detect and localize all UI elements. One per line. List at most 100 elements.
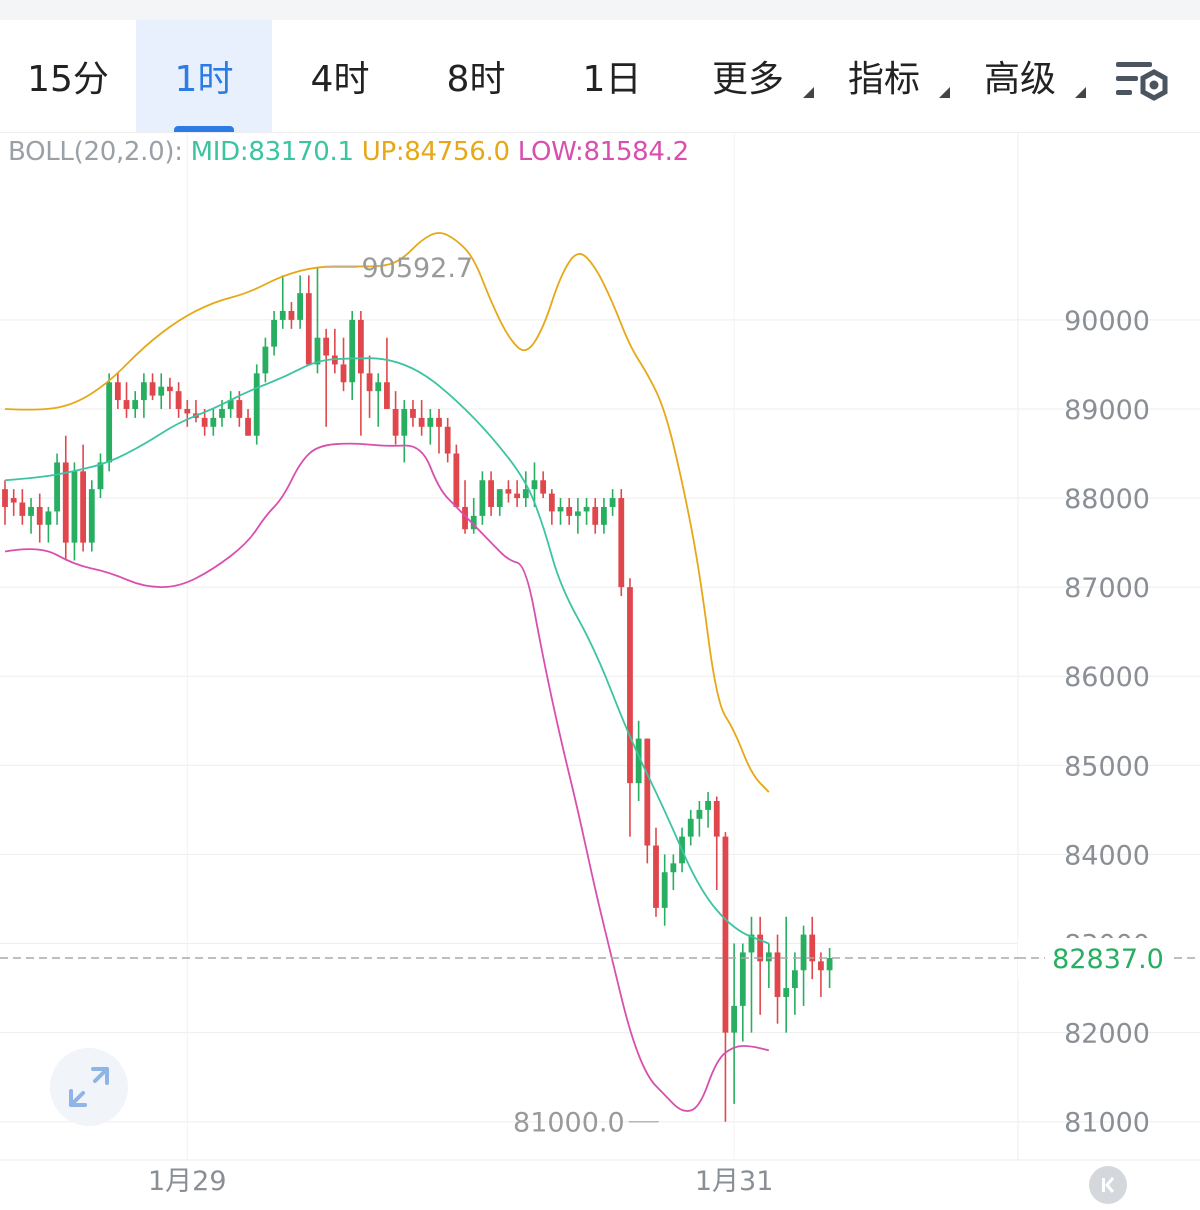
candle	[427, 408, 434, 445]
candle	[627, 578, 633, 837]
candle	[548, 489, 555, 525]
tab-label: 1日	[582, 59, 642, 100]
candle-body	[757, 934, 764, 962]
candle	[88, 480, 95, 552]
candle	[97, 453, 104, 499]
candle	[149, 373, 156, 401]
scroll-to-latest-button[interactable]	[1089, 1166, 1127, 1204]
candle-body	[540, 480, 547, 494]
candle-body	[496, 489, 503, 507]
candle-body	[45, 511, 52, 525]
expand-chart-button[interactable]	[50, 1048, 128, 1126]
dropdown-caret-icon	[803, 87, 814, 98]
candle	[262, 337, 269, 383]
candle	[297, 275, 304, 329]
candle-body	[19, 502, 26, 516]
candle	[288, 302, 295, 329]
candle-body	[705, 800, 711, 810]
candle-body	[748, 934, 755, 953]
boll-low-value: LOW:81584.2	[517, 137, 689, 167]
candle	[106, 373, 113, 472]
candle-body	[132, 400, 139, 409]
candle	[774, 934, 781, 1024]
tab-1hour[interactable]: 1时	[136, 20, 272, 132]
candle-body	[522, 489, 529, 499]
candle-body	[444, 426, 451, 454]
tab-4hour[interactable]: 4时	[272, 20, 408, 132]
candle	[540, 471, 547, 499]
status-strip	[0, 0, 1200, 20]
candle	[323, 328, 330, 427]
candle-body	[818, 961, 824, 971]
candle-body	[592, 506, 599, 525]
candle-body	[644, 738, 651, 846]
candle	[236, 391, 243, 427]
candle	[375, 373, 382, 427]
candlestick-chart[interactable]: 9000089000880008700086000850008400083000…	[0, 132, 1200, 1210]
candle	[453, 444, 460, 507]
x-tick-label: 1月29	[148, 1166, 227, 1197]
candle-body	[28, 506, 34, 516]
candle-body	[349, 319, 356, 383]
candle	[349, 310, 356, 401]
candle-body	[470, 515, 477, 530]
tab-1day[interactable]: 1日	[544, 20, 680, 132]
current-price-label-bg	[1045, 940, 1173, 977]
candle-body	[627, 587, 633, 784]
candle-body	[427, 417, 434, 427]
tab-8hour[interactable]: 8时	[408, 20, 544, 132]
chart-settings-gear-icon[interactable]	[1110, 52, 1172, 114]
candle	[71, 462, 78, 561]
y-tick-label: 85000	[1064, 751, 1150, 782]
tab-indicators-dropdown[interactable]: 指标	[816, 20, 952, 132]
candle	[496, 489, 503, 516]
candle-body	[566, 506, 573, 516]
boll-up-value: UP:84756.0	[361, 137, 510, 167]
candle-body	[149, 382, 156, 396]
candle-body	[384, 382, 390, 409]
candle-body	[783, 988, 790, 997]
candle-body	[10, 498, 17, 503]
candle-body	[791, 970, 798, 989]
candle-body	[62, 462, 69, 543]
candle-body	[262, 346, 269, 374]
candle	[705, 792, 711, 828]
candle-body	[288, 310, 295, 320]
candle-body	[514, 493, 521, 499]
tab-more-dropdown[interactable]: 更多	[680, 20, 816, 132]
tab-15min[interactable]: 15分	[0, 20, 136, 132]
candle-body	[314, 337, 321, 365]
candle	[739, 943, 746, 1042]
tab-advanced-dropdown[interactable]: 高级	[952, 20, 1088, 132]
candle-body	[201, 417, 208, 427]
candle-body	[635, 738, 642, 784]
candle	[201, 408, 208, 436]
candle	[470, 498, 477, 534]
candle	[531, 462, 538, 507]
expand-arrows-icon	[69, 1067, 109, 1107]
candle-body	[548, 493, 555, 512]
candle	[514, 480, 521, 507]
candle-body	[80, 471, 87, 543]
candle	[618, 489, 625, 597]
candle-body	[106, 382, 113, 463]
candle-body	[661, 872, 668, 908]
candle-body	[54, 462, 60, 512]
candle-body	[453, 453, 460, 507]
candle-body	[210, 417, 217, 427]
candle	[19, 489, 26, 525]
candle-body	[557, 506, 564, 512]
dropdown-caret-icon	[1075, 87, 1086, 98]
candle	[340, 337, 347, 392]
candle-body	[357, 319, 364, 374]
candle	[566, 498, 573, 525]
tab-label: 1时	[174, 59, 234, 100]
candle	[193, 400, 199, 423]
candle-body	[418, 417, 425, 427]
candle-body	[167, 386, 173, 392]
candle-body	[297, 293, 304, 320]
candle	[713, 796, 720, 891]
candle	[140, 373, 147, 418]
candle	[184, 400, 191, 427]
candle-body	[97, 462, 104, 490]
